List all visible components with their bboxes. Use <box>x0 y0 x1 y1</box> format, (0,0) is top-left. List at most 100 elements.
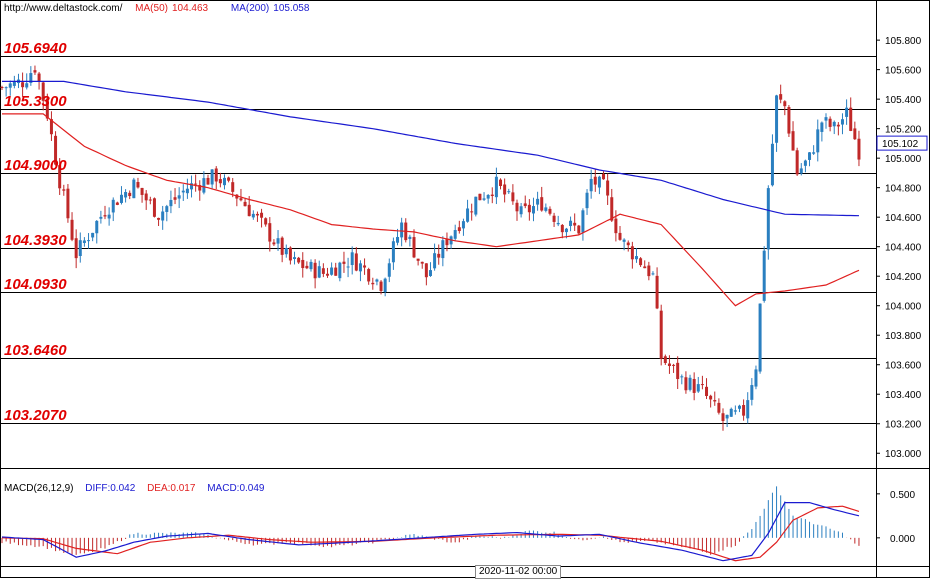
candle-body <box>589 178 593 192</box>
candle-body <box>812 152 816 154</box>
ma200-legend: MA(200) 105.058 <box>231 3 320 14</box>
candle-body <box>441 240 445 259</box>
level-label: 105.6940 <box>4 39 67 57</box>
candle-body <box>754 369 758 387</box>
candle-body <box>95 220 99 234</box>
candle-body <box>849 107 853 131</box>
candle-body <box>305 265 309 269</box>
candle-body <box>540 197 544 211</box>
price-axis-ticks: 105.800 105.600 105.400 105.200 105.000 104.8… <box>876 36 922 460</box>
candle-body <box>247 204 251 217</box>
candle-body <box>165 206 169 212</box>
macd-histogram <box>1 486 860 555</box>
macd-axis-ticks: 0.500 0.000 <box>876 490 915 545</box>
candle-body <box>783 101 787 107</box>
level-label: 104.0930 <box>4 275 67 293</box>
candle-body <box>610 197 614 221</box>
candle-body <box>766 188 770 250</box>
candle-body <box>713 400 717 402</box>
candle-body <box>672 364 676 366</box>
candle-body <box>148 199 152 201</box>
candle-body <box>54 135 58 165</box>
candle-body <box>288 247 292 261</box>
candle-body <box>206 177 210 185</box>
candle-body <box>729 408 733 417</box>
candle-body <box>82 240 86 243</box>
candle-body <box>799 168 803 174</box>
candle-body <box>824 117 828 121</box>
candle-body <box>519 206 523 215</box>
candle-body <box>639 258 643 266</box>
candle-body <box>342 261 346 264</box>
price-tick-label: 103.800 <box>885 331 922 342</box>
candle-body <box>350 252 354 266</box>
candle-body <box>354 253 358 271</box>
candle-body <box>358 263 362 272</box>
candle-body <box>181 190 185 193</box>
candle-body <box>791 131 795 151</box>
candle-body <box>173 197 177 200</box>
candle-body <box>626 242 630 246</box>
current-price-box <box>876 135 928 151</box>
candle-body <box>243 201 247 207</box>
candle-body <box>499 179 503 187</box>
candle-body <box>214 168 218 182</box>
candle-body <box>527 204 531 213</box>
candle-body <box>408 236 412 239</box>
price-tick-label: 105.000 <box>885 154 922 165</box>
candle-body <box>643 266 647 269</box>
macd-dea-label: DEA:0.017 <box>147 483 196 494</box>
candle-body <box>705 386 709 397</box>
candle-body <box>564 228 568 233</box>
candle-body <box>424 263 428 278</box>
candle-body <box>91 232 95 238</box>
price-tick-label: 104.400 <box>885 243 922 254</box>
candle-body <box>400 222 404 238</box>
candle-body <box>325 273 329 276</box>
candle-body <box>157 217 161 220</box>
candle-body <box>758 303 762 372</box>
candle-body <box>268 223 272 242</box>
candle-body <box>251 213 255 218</box>
candle-body <box>688 377 692 390</box>
candle-body <box>667 363 671 367</box>
candle-body <box>222 177 226 186</box>
candle-body <box>816 129 820 153</box>
candle-body <box>618 232 622 240</box>
candle-body <box>210 169 214 185</box>
candle-body <box>198 185 202 191</box>
source-url[interactable]: http://www.deltastock.com/ <box>4 3 123 14</box>
candle-body <box>330 267 334 275</box>
candle-body <box>338 262 342 279</box>
candle-body <box>8 83 12 88</box>
ma200-value: 105.058 <box>273 3 310 14</box>
ma50-legend: MA(50) 104.463 <box>135 3 218 14</box>
candle-body <box>231 182 235 192</box>
candle-body <box>99 216 103 219</box>
candle-body <box>651 273 655 275</box>
candle-body <box>293 257 297 260</box>
candle-body <box>433 253 437 269</box>
candle-body <box>808 152 812 160</box>
candle-body <box>107 214 111 219</box>
candle-body <box>396 236 400 243</box>
candle-body <box>742 405 746 416</box>
candle-body <box>614 218 618 234</box>
candle-body <box>0 86 4 88</box>
candle-body <box>779 94 783 100</box>
candle-body <box>132 179 136 199</box>
candle-body <box>313 262 317 279</box>
candle-body <box>696 384 700 392</box>
ma200-label: MA(200) <box>230 3 270 14</box>
candle-body <box>276 238 280 244</box>
candle-body <box>692 378 696 393</box>
candle-body <box>70 219 74 240</box>
candle-body <box>511 192 515 202</box>
candle-body <box>4 87 8 89</box>
candle-body <box>857 138 861 160</box>
macd-tick-label: 0.000 <box>890 534 915 545</box>
candle-body <box>585 192 589 209</box>
candle-body <box>169 199 173 207</box>
candle-body <box>634 256 638 260</box>
candle-body <box>202 178 206 193</box>
